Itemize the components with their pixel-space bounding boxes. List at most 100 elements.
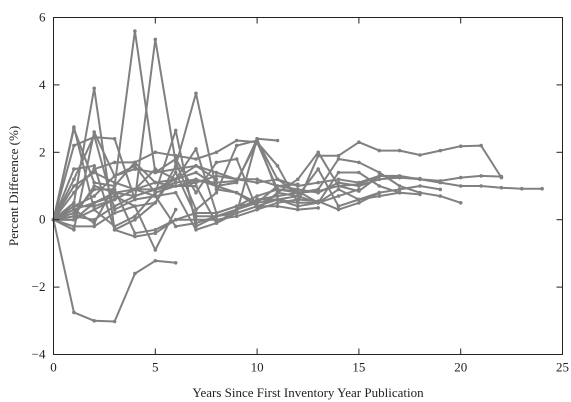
series-17-line (52, 137, 279, 225)
series-11-point (377, 194, 382, 198)
series-19-point (194, 164, 198, 168)
series-8-point (316, 150, 321, 155)
series-10-point (336, 207, 341, 212)
series-8-point (72, 125, 76, 129)
series-7-point (336, 170, 341, 175)
series-1-point (112, 319, 117, 324)
series-3-point (357, 140, 361, 144)
series-18-point (112, 228, 117, 232)
series-12-point (357, 187, 361, 192)
series-18-point (194, 211, 198, 215)
series-10-point (377, 190, 382, 195)
series-14-point (275, 204, 280, 208)
x-tick-label: 5 (152, 360, 159, 375)
series-4-point (214, 170, 219, 175)
series-10-point (234, 214, 239, 219)
series-1-point (72, 310, 76, 315)
series-15-point (173, 190, 178, 195)
series-5-point (234, 143, 239, 148)
series-9-point (336, 184, 341, 188)
series-17-point (72, 207, 76, 212)
series-1-point (173, 261, 178, 265)
series-16-point (234, 207, 239, 212)
series-14-point (92, 224, 96, 229)
series-3-point (458, 144, 463, 148)
y-tick-label: −2 (32, 279, 46, 294)
series-10-point (194, 217, 198, 222)
series-17-point (255, 137, 259, 141)
series-3-point (479, 143, 483, 148)
y-tick-label: 6 (39, 10, 46, 25)
series-8-point (296, 177, 300, 182)
series-12-point (296, 201, 300, 205)
series-13-point (275, 190, 280, 195)
series-17-point (112, 184, 117, 188)
series-20-point (153, 248, 158, 252)
series-11-point (397, 190, 402, 195)
series-16-point (112, 190, 117, 195)
series-16-point (275, 184, 280, 188)
series-3-point (112, 160, 117, 165)
series-14-point (194, 214, 198, 219)
y-tick-label: 0 (39, 212, 46, 227)
series-5-point (336, 157, 341, 161)
series-16-point (173, 224, 178, 229)
series-3-point (275, 164, 280, 168)
series-20-point (72, 217, 76, 222)
series-2-point (499, 185, 504, 190)
series-15-point (112, 137, 117, 141)
y-tick-label: 2 (39, 144, 46, 159)
x-tick-label: 25 (556, 360, 569, 375)
y-axis-title: Percent Difference (%) (6, 126, 21, 246)
series-17-point (92, 221, 96, 225)
series-20-point (173, 207, 178, 212)
series-19-point (153, 167, 158, 171)
series-19-point (173, 177, 178, 182)
series-15-point (133, 197, 137, 202)
series-2-point (540, 186, 544, 191)
series-8-point (397, 175, 402, 180)
series-10-point (133, 231, 137, 235)
x-tick-label: 10 (251, 360, 264, 375)
series-7-point (92, 130, 96, 134)
series-5-point (194, 207, 198, 212)
series-3-point (336, 153, 341, 158)
series-2-point (458, 184, 463, 188)
series-14-line (52, 171, 320, 228)
series-11-point (275, 187, 280, 192)
series-12-point (194, 177, 198, 182)
series-4-point (438, 179, 443, 183)
series-layer (51, 29, 544, 324)
series-10-point (296, 197, 300, 202)
series-11-point (112, 204, 117, 208)
series-7-point (418, 192, 422, 197)
series-6-point (336, 204, 341, 208)
series-13-point (92, 194, 96, 198)
series-4-point (255, 177, 259, 182)
series-13-point (173, 157, 178, 161)
series-9-point (316, 189, 321, 193)
series-10-point (275, 201, 280, 205)
series-13-point (255, 207, 259, 212)
series-7-point (296, 204, 300, 208)
series-16-point (92, 184, 96, 188)
x-tick-label: 20 (454, 360, 467, 375)
series-5-point (214, 190, 219, 195)
series-11-point (336, 187, 341, 192)
series-2-point (520, 186, 524, 191)
series-8-point (153, 190, 158, 195)
series-13-point (296, 194, 300, 198)
series-18-point (153, 231, 158, 235)
series-5-point (458, 201, 463, 205)
series-6-point (214, 187, 219, 192)
y-tick-label: −4 (32, 347, 46, 362)
series-17-point (194, 170, 198, 175)
x-tick-label: 15 (352, 360, 365, 375)
series-4-point (92, 180, 96, 185)
series-18-point (133, 234, 137, 239)
series-11-point (194, 147, 198, 151)
series-6-point (194, 91, 198, 96)
plot-frame (53, 17, 563, 355)
series-6-point (438, 187, 443, 192)
